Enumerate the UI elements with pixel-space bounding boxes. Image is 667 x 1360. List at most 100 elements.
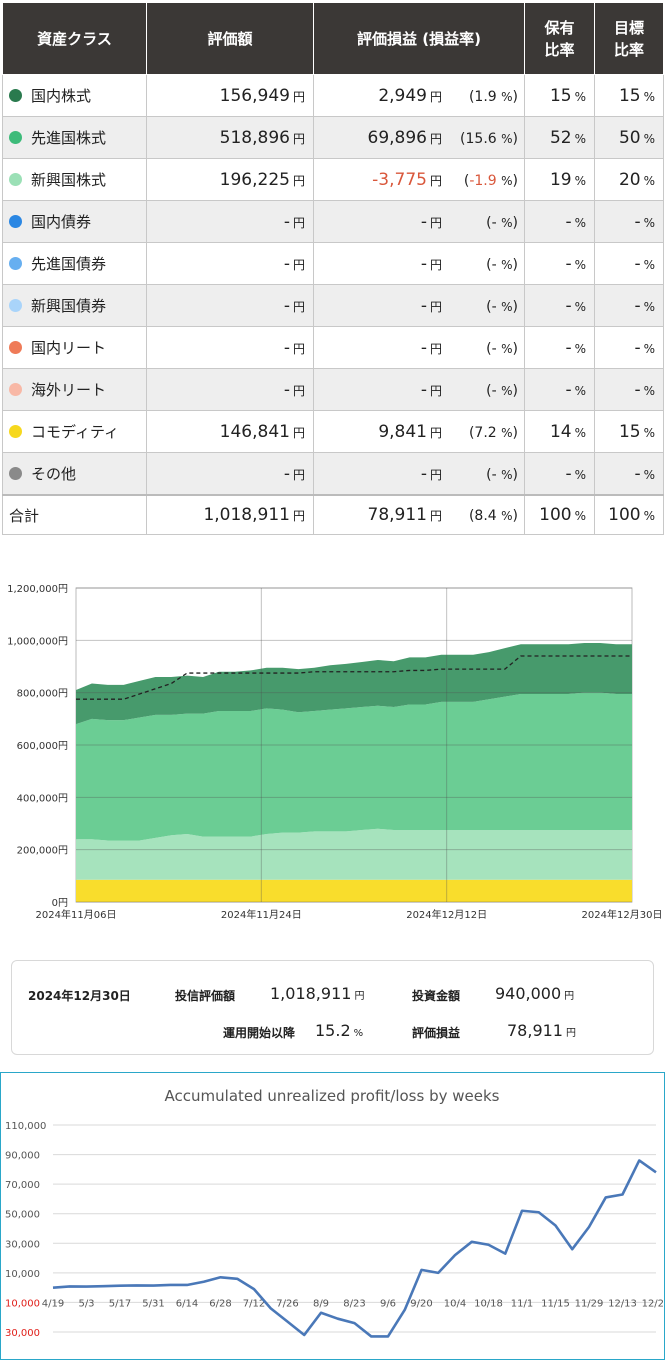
valuation-cell: -円 bbox=[146, 368, 314, 411]
x-tick-label: 10/4 bbox=[444, 1298, 466, 1309]
header-valuation: 評価額 bbox=[146, 2, 314, 75]
hold-ratio-cell: -% bbox=[524, 284, 595, 327]
hold-ratio-cell: -% bbox=[524, 368, 595, 411]
valuation-cell: -円 bbox=[146, 452, 314, 496]
x-tick-label: 12/13 bbox=[608, 1298, 637, 1309]
x-tick-label: 2024年11月24日 bbox=[221, 908, 302, 921]
total-pl: 78,911 円 (8.4 %) bbox=[313, 494, 525, 535]
table-row: その他 - 円 - 円 (- %) -% -% bbox=[2, 452, 664, 496]
valuation-cell: -円 bbox=[146, 284, 314, 327]
legend-dot-icon bbox=[9, 299, 22, 312]
hold-ratio-cell: -% bbox=[524, 242, 595, 285]
table-row: 先進国株式 518,896 円 69,896 円 (15.6 %) 52% 50% bbox=[2, 116, 664, 159]
pl-rate: (7.2 %) bbox=[468, 424, 518, 441]
pl-value: 78,911 円 bbox=[507, 1021, 576, 1040]
asset-class-cell: コモディティ bbox=[2, 410, 147, 453]
table-row: 国内債券 - 円 - 円 (- %) -% -% bbox=[2, 200, 664, 243]
valuation-cell: -円 bbox=[146, 200, 314, 243]
total-label: 合計 bbox=[2, 494, 147, 535]
table-row: コモディティ 146,841 円 9,841 円 (7.2 %) 14% 15% bbox=[2, 410, 664, 453]
pl-rate: (- %) bbox=[486, 298, 518, 315]
area-series-2 bbox=[76, 692, 632, 841]
asset-class-cell: 国内リート bbox=[2, 326, 147, 369]
pl-series-line bbox=[52, 1159, 657, 1338]
target-ratio-cell: -% bbox=[594, 200, 664, 243]
since-start-value: 15.2% bbox=[315, 1021, 364, 1040]
asset-class-name: 海外リート bbox=[31, 381, 107, 399]
weekly-pl-line-chart: Accumulated unrealized profit/loss by we… bbox=[5, 1087, 664, 1339]
legend-dot-icon bbox=[9, 173, 22, 186]
y-tick-label: 70,000 bbox=[5, 1180, 40, 1191]
x-tick-label: 11/29 bbox=[575, 1298, 604, 1309]
pl-rate: (- %) bbox=[486, 382, 518, 399]
x-tick-label: 10/18 bbox=[474, 1298, 503, 1309]
header-asset-class: 資産クラス bbox=[2, 2, 147, 75]
hold-ratio-cell: 52% bbox=[524, 116, 595, 159]
x-tick-label: 7/12 bbox=[243, 1298, 265, 1309]
pl-cell: 69,896 円 (15.6 %) bbox=[313, 116, 525, 159]
legend-dot-icon bbox=[9, 89, 22, 102]
table-row: 新興国債券 - 円 - 円 (- %) -% -% bbox=[2, 284, 664, 327]
hold-ratio-cell: 19% bbox=[524, 158, 595, 201]
y-tick-label: 200,000円 bbox=[17, 846, 68, 857]
y-tick-label: 800,000円 bbox=[17, 689, 68, 700]
x-tick-label: 6/14 bbox=[176, 1298, 198, 1309]
y-tick-label: 600,000円 bbox=[17, 741, 68, 752]
asset-class-cell: 新興国債券 bbox=[2, 284, 147, 327]
asset-class-name: 先進国株式 bbox=[31, 129, 107, 147]
hold-ratio-cell: 14% bbox=[524, 410, 595, 453]
target-ratio-cell: 15% bbox=[594, 410, 664, 453]
y-tick-label: 90,000 bbox=[5, 1151, 40, 1162]
asset-history-area-chart: 0円 200,000円 400,000円 600,000円 800,000円 1,000,… bbox=[7, 584, 663, 921]
header-hold-ratio: 保有 比率 bbox=[524, 2, 595, 75]
x-tick-label: 2024年12月30日 bbox=[582, 908, 663, 921]
hold-ratio-cell: -% bbox=[524, 200, 595, 243]
valuation-cell: -円 bbox=[146, 242, 314, 285]
fund-value: 1,018,911 円 bbox=[270, 984, 365, 1003]
asset-class-name: 新興国株式 bbox=[31, 171, 107, 189]
pl-cell: - 円 (- %) bbox=[313, 200, 525, 243]
asset-class-cell: 国内株式 bbox=[2, 74, 147, 117]
x-tick-label: 11/1 bbox=[511, 1298, 533, 1309]
pl-cell: 9,841 円 (7.2 %) bbox=[313, 410, 525, 453]
y-tick-label: 0円 bbox=[52, 898, 68, 909]
y-tick-label: 30,000 bbox=[5, 1328, 40, 1339]
asset-class-cell: 先進国債券 bbox=[2, 242, 147, 285]
y-tick-label: 110,000 bbox=[5, 1121, 46, 1132]
legend-dot-icon bbox=[9, 215, 22, 228]
asset-class-cell: 新興国株式 bbox=[2, 158, 147, 201]
hold-ratio-cell: -% bbox=[524, 326, 595, 369]
x-tick-label: 5/3 bbox=[78, 1298, 94, 1309]
y-tick-label: 10,000 bbox=[5, 1298, 40, 1309]
table-row: 国内リート - 円 - 円 (- %) -% -% bbox=[2, 326, 664, 369]
asset-class-cell: 海外リート bbox=[2, 368, 147, 411]
legend-dot-icon bbox=[9, 425, 22, 438]
invested-amount-line bbox=[76, 655, 632, 700]
invested-value: 940,000 円 bbox=[495, 984, 575, 1003]
pl-cell: - 円 (- %) bbox=[313, 284, 525, 327]
x-tick-label: 7/26 bbox=[276, 1298, 298, 1309]
table-header-row: 資産クラス 評価額 評価損益 (損益率) 保有 比率 目標 比率 bbox=[2, 2, 664, 75]
x-tick-label: 2024年11月06日 bbox=[36, 908, 117, 921]
pl-cell: 2,949 円 (1.9 %) bbox=[313, 74, 525, 117]
hold-ratio-cell: -% bbox=[524, 452, 595, 496]
y-tick-label: 400,000円 bbox=[17, 793, 68, 804]
y-tick-label: 50,000 bbox=[5, 1210, 40, 1221]
legend-dot-icon bbox=[9, 467, 22, 480]
x-tick-label: 9/20 bbox=[410, 1298, 432, 1309]
table-row: 海外リート - 円 - 円 (- %) -% -% bbox=[2, 368, 664, 411]
summary-box: 2024年12月30日 投信評価額 1,018,911 円 投資金額 940,00… bbox=[11, 960, 654, 1055]
y-tick-label: 1,200,000円 bbox=[7, 584, 68, 595]
weekly-pl-chart-frame: Accumulated unrealized profit/loss by we… bbox=[0, 1072, 665, 1360]
pl-cell: - 円 (- %) bbox=[313, 452, 525, 496]
header-target-ratio: 目標 比率 bbox=[594, 2, 664, 75]
pl-rate: (- %) bbox=[486, 340, 518, 357]
legend-dot-icon bbox=[9, 257, 22, 270]
legend-dot-icon bbox=[9, 131, 22, 144]
target-ratio-cell: -% bbox=[594, 326, 664, 369]
area-series-1 bbox=[76, 828, 632, 880]
valuation-cell: 146,841 円 bbox=[146, 410, 314, 453]
since-start-label: 運用開始以降 bbox=[223, 1026, 296, 1040]
target-ratio-cell: 20% bbox=[594, 158, 664, 201]
target-ratio-cell: -% bbox=[594, 368, 664, 411]
